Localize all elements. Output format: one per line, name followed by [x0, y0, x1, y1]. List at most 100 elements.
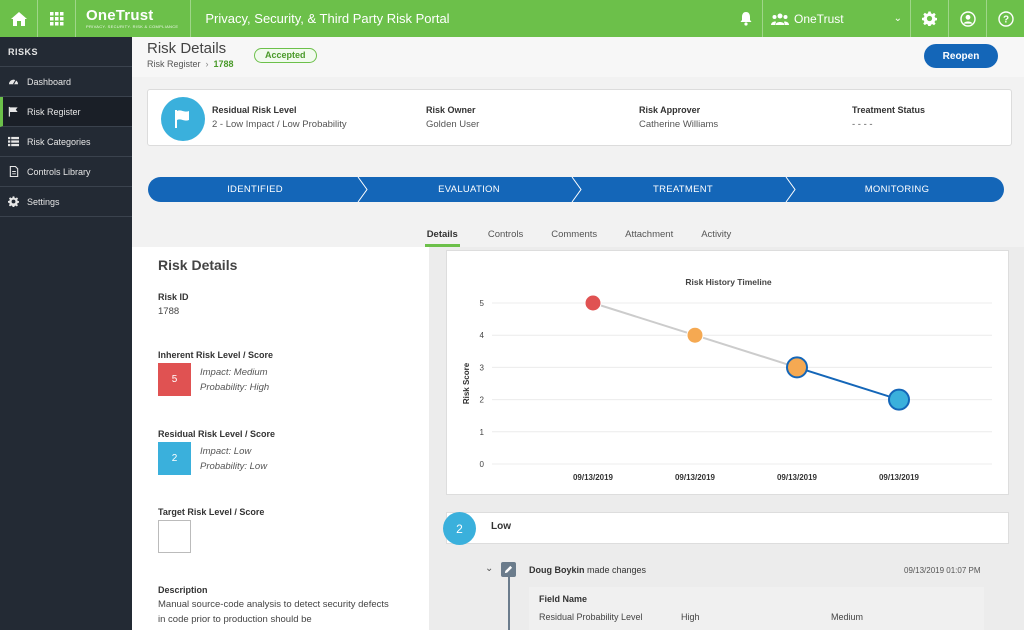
summary-label: Risk Approver	[639, 105, 701, 115]
entry-timestamp: 09/13/2019 01:07 PM	[904, 566, 981, 575]
risk-owner-summary: Risk Owner Golden User	[426, 105, 479, 130]
sidebar-item-label: Risk Register	[27, 106, 81, 117]
document-icon	[8, 166, 19, 177]
stage-evaluation[interactable]: EVALUATION	[438, 184, 500, 195]
details-title: Risk Details	[158, 257, 238, 273]
list-icon	[8, 136, 19, 147]
tab-controls[interactable]: Controls	[487, 229, 524, 240]
summary-value: - - - -	[852, 119, 873, 130]
settings-button[interactable]	[910, 0, 948, 37]
y-axis-label: Risk Score	[462, 362, 471, 404]
status-badge: Accepted	[254, 48, 317, 63]
onetrust-logo[interactable]: OneTrust PRIVACY. SECURITY. RISK & COMPL…	[76, 0, 192, 37]
brand-tagline: PRIVACY. SECURITY. RISK & COMPLIANCE	[86, 24, 179, 29]
help-icon: ?	[997, 10, 1014, 27]
tab-attachment[interactable]: Attachment	[625, 229, 674, 240]
data-point	[584, 294, 602, 312]
risk-approver-summary: Risk Approver Catherine Williams	[639, 105, 718, 130]
summary-label: Treatment Status	[852, 105, 926, 115]
risk-id-label: Risk ID	[158, 292, 189, 302]
detail-tabs: Details Controls Comments Attachment Act…	[132, 223, 1024, 247]
breadcrumb-parent-link[interactable]: Risk Register	[147, 59, 201, 69]
flag-icon	[175, 110, 189, 128]
org-switcher[interactable]: OneTrust ⌄	[762, 0, 910, 37]
summary-value: Golden User	[426, 119, 480, 130]
x-tick-label: 09/13/2019	[777, 473, 818, 482]
residual-probability: Probability: Low	[200, 461, 268, 472]
stage-treatment[interactable]: TREATMENT	[652, 184, 714, 195]
notifications-button[interactable]	[730, 0, 762, 37]
sidebar-item-dashboard[interactable]: Dashboard	[0, 67, 132, 97]
risk-id-value: 1788	[158, 306, 180, 317]
bell-icon	[740, 12, 752, 26]
sidebar-header: RISKS	[0, 37, 132, 67]
risk-details-panel: Risk Details Risk ID 1788 Inherent Risk …	[132, 247, 429, 630]
residual-score-badge: 2	[158, 442, 191, 475]
summary-label: Risk Owner	[426, 105, 476, 115]
sidebar-item-controls-library[interactable]: Controls Library	[0, 157, 132, 187]
chevron-down-icon[interactable]: ⌄	[485, 563, 494, 574]
y-tick-label: 3	[480, 363, 485, 372]
risk-history-chart: Risk History Timeline 0 1 2 3 4 5 09/13/2019 09…	[446, 250, 1009, 495]
risk-flag-badge	[161, 97, 205, 141]
y-tick-label: 0	[480, 460, 485, 469]
inherent-score-badge: 5	[158, 363, 191, 396]
main-content: Risk Details Accepted Risk Register › 1788…	[132, 37, 1024, 630]
tab-comments[interactable]: Comments	[551, 229, 598, 240]
tab-details[interactable]: Details	[424, 223, 460, 247]
data-point	[786, 356, 808, 379]
dashboard-icon	[8, 76, 19, 87]
sidebar-item-risk-categories[interactable]: Risk Categories	[0, 127, 132, 157]
y-tick-label: 2	[480, 396, 485, 405]
sidebar: RISKS Dashboard Risk Register Risk Categ…	[0, 37, 132, 630]
treatment-status-summary: Treatment Status - - - -	[852, 105, 925, 130]
sidebar-item-risk-register[interactable]: Risk Register	[0, 97, 132, 127]
gear-icon	[922, 11, 937, 26]
chevron-right-icon	[571, 177, 582, 202]
change-details-card: Field Name Residual Probability Level Hi…	[529, 587, 984, 630]
inherent-risk-label: Inherent Risk Level / Score	[158, 350, 274, 360]
home-button[interactable]	[0, 0, 38, 37]
reopen-button[interactable]: Reopen	[924, 44, 998, 68]
gear-icon	[8, 196, 19, 207]
user-profile-button[interactable]	[948, 0, 986, 37]
history-pane: Risk History Timeline 0 1 2 3 4 5 09/13/2019 09…	[429, 247, 1024, 630]
brand-name: OneTrust	[86, 7, 154, 24]
org-name: OneTrust	[794, 11, 844, 26]
tab-activity[interactable]: Activity	[701, 229, 732, 240]
stage-identified[interactable]: IDENTIFIED	[227, 184, 283, 195]
group-icon	[771, 13, 789, 25]
help-button[interactable]: ?	[986, 0, 1024, 37]
y-tick-label: 4	[480, 331, 485, 340]
changed-new-value: Medium	[831, 612, 864, 622]
timeline-group-header[interactable]	[446, 512, 1009, 544]
timeline-score-badge: 2	[443, 512, 476, 545]
activity-entry: ⌄ Doug Boykin made changes 09/13/2019 01…	[429, 557, 1024, 630]
sidebar-item-label: Dashboard	[27, 76, 72, 87]
chevron-right-icon	[357, 177, 368, 202]
residual-risk-label: Residual Risk Level / Score	[158, 429, 276, 439]
description-text: Manual source-code analysis to detect se…	[158, 599, 389, 625]
user-icon	[959, 10, 976, 27]
breadcrumb-current: 1788	[213, 59, 234, 69]
chart-canvas: 0 1 2 3 4 5 09/13/2019 09/13/2019 09/13/2019 09/1…	[462, 294, 992, 482]
top-bar: OneTrust PRIVACY. SECURITY. RISK & COMPL…	[0, 0, 1024, 37]
residual-score-detail: Impact: Low Probability: Low	[200, 444, 267, 474]
target-score-box[interactable]	[158, 520, 191, 553]
sidebar-item-label: Settings	[27, 196, 60, 207]
timeline-line	[508, 577, 510, 630]
field-name-header: Field Name	[539, 594, 588, 604]
flag-icon	[8, 106, 19, 117]
chevron-right-icon: ›	[205, 59, 209, 69]
inherent-probability: Probability: High	[200, 382, 270, 393]
chart-title: Risk History Timeline	[685, 277, 772, 287]
series-line-segment	[694, 334, 798, 369]
sidebar-item-settings[interactable]: Settings	[0, 187, 132, 217]
stage-monitoring[interactable]: MONITORING	[864, 184, 930, 195]
inherent-score-detail: Impact: Medium Probability: High	[200, 365, 269, 395]
apps-grid-button[interactable]	[38, 0, 76, 37]
changed-field-name: Residual Probability Level	[539, 612, 643, 622]
x-tick-label: 09/13/2019	[675, 473, 716, 482]
chevron-down-icon: ⌄	[893, 13, 902, 24]
summary-value: 2 - Low Impact / Low Probability	[212, 119, 347, 130]
